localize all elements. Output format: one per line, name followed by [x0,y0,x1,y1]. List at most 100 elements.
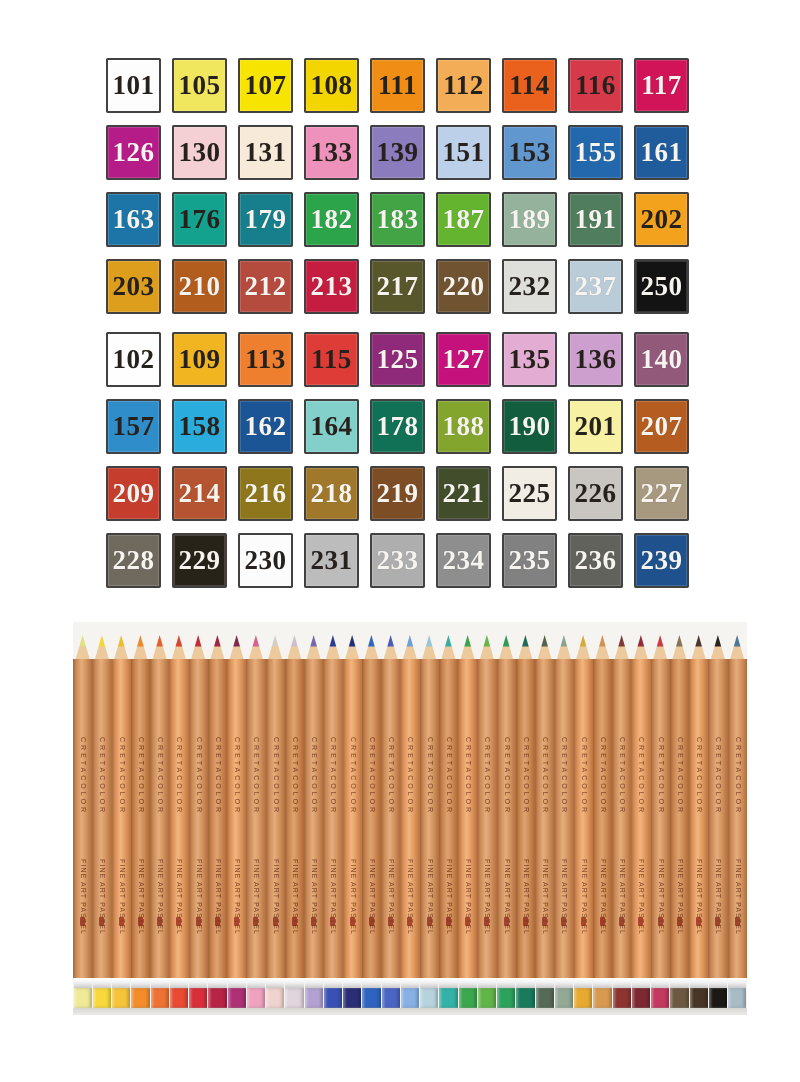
swatch-number: 207 [640,411,683,441]
ferrule-ring [728,978,747,988]
pencil-body: CRETACOLOR FINE ART PASTEL [592,659,612,978]
ferrule-ring [381,978,400,988]
color-swatch-114: 114 [502,58,557,113]
pencil-brand-label: CRETACOLOR [425,737,433,816]
pencil-tip [691,635,706,660]
color-swatch-183: 183 [370,192,425,247]
tray-edge-shadow [73,1008,747,1015]
ferrule-ring [246,978,265,988]
color-band [92,988,111,1008]
brand-logo-mark [676,917,682,926]
color-swatch-135: 135 [502,332,557,387]
pastel-pencil-pale-blue: CRETACOLOR FINE ART PASTEL [419,622,439,1008]
brand-logo-mark [619,917,625,926]
color-swatch-250: 250 [634,259,689,314]
color-swatch-179: 179 [238,192,293,247]
ferrule-ring [323,978,342,988]
pencil-tip [94,635,110,660]
swatch-number: 182 [310,204,353,234]
swatch-number: 231 [310,545,353,575]
color-band [381,988,400,1008]
swatch-number: 221 [442,478,485,508]
swatch-number: 201 [574,411,617,441]
color-swatch-178: 178 [370,399,425,454]
pencil-brand-label: CRETACOLOR [637,737,645,816]
swatch-number: 176 [178,204,221,234]
color-swatch-213: 213 [304,259,359,314]
color-band [458,988,477,1008]
color-swatch-190: 190 [502,399,557,454]
swatch-number: 187 [442,204,485,234]
color-swatch-133: 133 [304,125,359,180]
color-swatch-116: 116 [568,58,623,113]
swatch-number: 163 [112,204,155,234]
color-swatch-102: 102 [106,332,161,387]
brand-logo-mark [426,917,432,926]
pastel-pencil-dark-brown: CRETACOLOR FINE ART PASTEL [689,622,709,1008]
color-band [266,988,285,1008]
pencil-body: CRETACOLOR FINE ART PASTEL [573,659,593,978]
swatch-number: 236 [574,545,617,575]
color-swatch-161: 161 [634,125,689,180]
pencil-body: CRETACOLOR FINE ART PASTEL [477,659,497,978]
swatch-number: 225 [508,478,551,508]
swatch-number: 116 [575,70,616,100]
pencil-body: CRETACOLOR FINE ART PASTEL [342,659,362,978]
color-swatch-107: 107 [238,58,293,113]
pencil-body: CRETACOLOR FINE ART PASTEL [689,659,709,978]
pencil-brand-label: CRETACOLOR [136,737,144,816]
swatch-number: 111 [377,70,418,100]
pencil-brand-label: CRETACOLOR [483,737,491,816]
pencil-tip [537,635,552,660]
color-band [670,988,689,1008]
pencil-brand-label: CRETACOLOR [521,737,529,816]
swatch-number: 125 [376,344,419,374]
pastel-pencil-yellow: CRETACOLOR FINE ART PASTEL [92,622,112,1008]
color-swatch-201: 201 [568,399,623,454]
color-swatch-225: 225 [502,466,557,521]
pencil-brand-label: CRETACOLOR [656,737,664,816]
swatch-number: 158 [178,411,221,441]
swatch-number: 102 [112,344,155,374]
color-band [631,988,650,1008]
pencil-body: CRETACOLOR FINE ART PASTEL [669,659,689,978]
color-swatch-229: 229 [172,533,227,588]
pencil-tip [729,635,745,660]
color-band [73,988,92,1008]
pencil-body: CRETACOLOR FINE ART PASTEL [554,659,574,978]
swatch-number: 226 [574,478,617,508]
swatch-number: 235 [508,545,551,575]
pencil-tip [152,635,167,660]
brand-logo-mark [118,917,124,926]
brand-logo-mark [368,917,374,926]
swatch-number: 179 [244,204,287,234]
swatch-number: 216 [244,478,287,508]
color-band [593,988,612,1008]
pencil-body: CRETACOLOR FINE ART PASTEL [438,659,458,978]
color-swatch-182: 182 [304,192,359,247]
ferrule-ring [169,978,188,988]
ferrule-ring [670,978,689,988]
pencil-tip [364,635,379,660]
ferrule-ring [189,978,208,988]
ferrule-ring [574,978,593,988]
swatch-number: 151 [442,137,485,167]
pastel-pencil-golden-yellow: CRETACOLOR FINE ART PASTEL [111,622,131,1008]
swatch-number: 190 [508,411,551,441]
ferrule-ring [150,978,169,988]
brand-logo-mark [696,917,702,926]
brand-logo-mark [195,917,201,926]
color-band [208,988,227,1008]
color-swatch-109: 109 [172,332,227,387]
ferrule-ring [708,978,727,988]
pencil-brand-label: CRETACOLOR [348,737,356,816]
pencil-row: CRETACOLOR FINE ART PASTEL CRETACOLOR FINE … [73,622,747,1008]
pastel-pencil-royal-blue: CRETACOLOR FINE ART PASTEL [323,622,343,1008]
pencil-body: CRETACOLOR FINE ART PASTEL [207,659,227,978]
swatch-number: 237 [574,271,617,301]
pastel-pencil-orange: CRETACOLOR FINE ART PASTEL [130,622,150,1008]
swatch-number: 105 [178,70,221,100]
pencil-body: CRETACOLOR FINE ART PASTEL [130,659,150,978]
color-swatch-126: 126 [106,125,161,180]
pencil-brand-label: CRETACOLOR [541,737,548,816]
